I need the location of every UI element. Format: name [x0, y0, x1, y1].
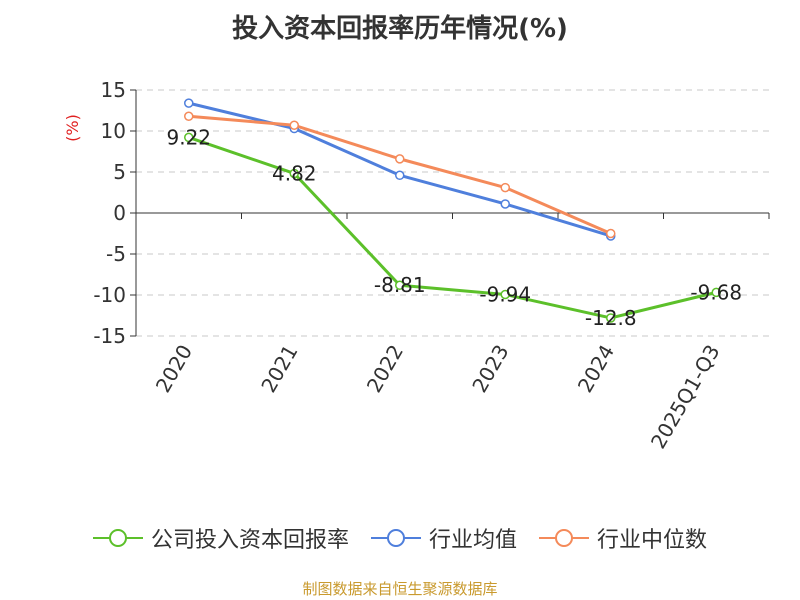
chart-title: 投入资本回报率历年情况(%): [232, 14, 568, 44]
x-tick-label: 2024: [573, 341, 619, 397]
y-tick-label: 15: [101, 78, 126, 102]
y-tick-label: 10: [101, 119, 126, 143]
data-point: [184, 132, 194, 143]
data-label: -12.8: [585, 306, 637, 330]
data-label: 4.82: [272, 161, 317, 185]
x-tick-label: 2023: [467, 341, 513, 397]
source-note: 制图数据来自恒生聚源数据库: [302, 580, 498, 598]
y-tick-label: -5: [106, 242, 126, 266]
data-point: [184, 98, 194, 108]
data-point: [500, 199, 510, 209]
data-point: [395, 170, 405, 181]
legend-label-industry-median: 行业中位数: [597, 528, 708, 553]
data-point: [184, 111, 194, 121]
legend-label-industry-mean: 行业均值: [428, 528, 517, 553]
data-point: [711, 287, 721, 298]
legend-label-company: 公司投入资本回报率: [150, 528, 349, 553]
data-label: -9.94: [479, 283, 531, 307]
data-point: [289, 120, 299, 131]
data-point: [606, 228, 616, 239]
y-tick-label: -10: [93, 283, 126, 307]
data-point: [500, 182, 510, 193]
data-label: -9.68: [690, 280, 742, 304]
legend-swatch-company-icon: [92, 529, 143, 547]
data-point: [395, 280, 405, 290]
data-label: 9.22: [166, 125, 211, 149]
legend-item-industry-median[interactable]: 行业中位数: [539, 522, 707, 554]
legend-swatch-industry-mean-icon: [370, 529, 421, 547]
x-tick-label: 2022: [362, 341, 408, 397]
y-tick-label: -15: [93, 324, 126, 348]
legend-swatch-industry-median-icon: [539, 529, 589, 547]
data-label: -8.81: [374, 273, 426, 297]
y-tick-label: 5: [113, 160, 126, 184]
legend: 公司投入资本回报率 行业均值 行业中位数: [0, 520, 800, 556]
series-line: [188, 135, 717, 320]
x-tick-label: 2025Q1-Q3: [646, 341, 725, 453]
y-tick-label: 0: [113, 201, 126, 225]
legend-item-company[interactable]: 公司投入资本回报率: [92, 522, 349, 554]
data-point: [500, 289, 510, 300]
data-point: [289, 168, 299, 179]
data-point: [395, 154, 405, 164]
x-tick-label: 2021: [256, 341, 302, 397]
x-tick-label: 2020: [151, 341, 197, 397]
y-axis-label: (%): [63, 114, 82, 142]
legend-item-industry-mean[interactable]: 行业均值: [370, 522, 517, 554]
data-point: [606, 313, 616, 323]
